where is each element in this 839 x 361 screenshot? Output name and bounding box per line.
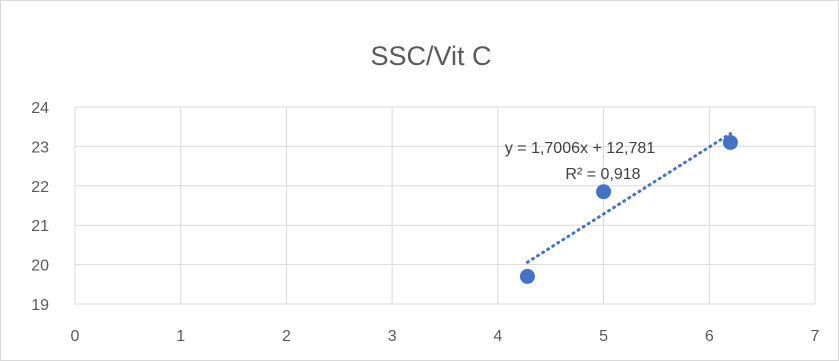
x-tick-label: 2 bbox=[282, 328, 291, 345]
y-tick-label: 19 bbox=[31, 297, 49, 314]
x-tick-label: 3 bbox=[388, 328, 397, 345]
x-axis-tick-labels: 0 1 2 3 4 5 6 7 bbox=[71, 328, 820, 345]
y-tick-label: 23 bbox=[31, 139, 49, 156]
x-tick-label: 0 bbox=[71, 328, 80, 345]
data-point bbox=[519, 268, 535, 284]
y-tick-label: 22 bbox=[31, 179, 49, 196]
x-tick-label: 5 bbox=[599, 328, 608, 345]
x-tick-label: 4 bbox=[493, 328, 502, 345]
y-axis-tick-labels: 19 20 21 22 23 24 bbox=[31, 100, 49, 314]
gridlines bbox=[74, 106, 816, 305]
y-tick-label: 20 bbox=[31, 258, 49, 275]
y-tick-label: 24 bbox=[31, 100, 49, 117]
y-tick-label: 21 bbox=[31, 218, 49, 235]
trendline-group bbox=[525, 132, 732, 264]
x-tick-label: 6 bbox=[705, 328, 714, 345]
trendline-r-squared: R² = 0,918 bbox=[565, 166, 640, 183]
x-tick-label: 1 bbox=[176, 328, 185, 345]
x-tick-label: 7 bbox=[811, 328, 820, 345]
data-point bbox=[722, 134, 738, 150]
data-points bbox=[519, 134, 738, 284]
data-point bbox=[596, 184, 612, 200]
trendline-equation: y = 1,7006x + 12,781 bbox=[505, 140, 655, 157]
chart-title: SSC/Vit C bbox=[370, 41, 491, 71]
trendline bbox=[525, 132, 732, 264]
